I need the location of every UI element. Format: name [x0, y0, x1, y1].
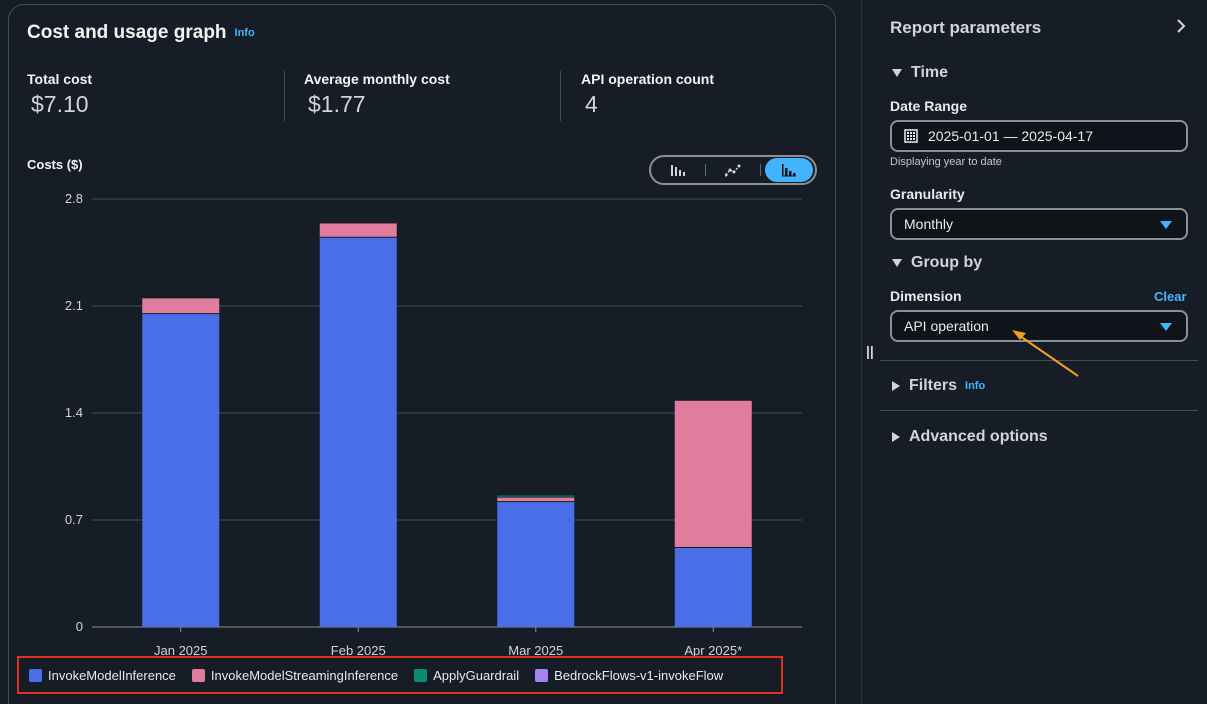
- line-chart-icon: [725, 164, 741, 177]
- x-tick-label: Feb 2025: [331, 643, 386, 658]
- bar-segment: [497, 501, 575, 627]
- stacked-bar-chart-button[interactable]: [765, 158, 813, 182]
- caret-right-icon: [892, 432, 900, 442]
- stat-label: Total cost: [27, 71, 93, 87]
- dropdown-arrow-icon: [1160, 323, 1172, 331]
- bar-segment: [497, 495, 575, 498]
- legend-item[interactable]: InvokeModelStreamingInference: [191, 667, 399, 683]
- date-range-label: Date Range: [890, 98, 968, 114]
- legend-label: InvokeModelInference: [48, 667, 176, 683]
- stat-total-cost: Total cost $7.10: [27, 71, 92, 118]
- dimension-select[interactable]: API operation: [890, 310, 1188, 342]
- stat-divider: [284, 71, 285, 121]
- advanced-options-toggle[interactable]: Advanced options: [892, 428, 1048, 446]
- date-range-picker[interactable]: 2025-01-01 — 2025-04-17: [890, 120, 1188, 152]
- panel-split-line: [861, 0, 862, 704]
- stat-value: $7.10: [31, 91, 89, 117]
- date-range-hint: Displaying year to date: [890, 156, 1002, 168]
- section-title: Advanced options: [909, 428, 1048, 445]
- bar-segment: [497, 497, 575, 502]
- chart-legend: InvokeModelInference InvokeModelStreamin…: [17, 656, 783, 694]
- filters-section-toggle[interactable]: Filters Info: [892, 377, 985, 395]
- section-title: Filters: [909, 377, 958, 394]
- section-divider: [880, 410, 1198, 411]
- bar-chart-button[interactable]: [651, 158, 705, 182]
- x-tick-label: Jan 2025: [154, 643, 208, 658]
- stat-average-monthly-cost: Average monthly cost $1.77: [304, 71, 450, 118]
- y-tick-label: 0: [76, 619, 83, 634]
- collapse-panel-icon: [1177, 19, 1186, 33]
- section-title: Time: [911, 64, 949, 81]
- date-range-value: 2025-01-01 — 2025-04-17: [928, 128, 1094, 144]
- legend-swatch: [29, 668, 42, 682]
- time-section-toggle[interactable]: Time: [892, 64, 948, 82]
- legend-label: InvokeModelStreamingInference: [210, 667, 399, 683]
- legend-swatch: [191, 668, 205, 682]
- bar-chart-icon: [671, 165, 685, 176]
- chart-type-toggle: [649, 155, 817, 185]
- bar-segment: [674, 400, 752, 548]
- legend-item[interactable]: InvokeModelInference: [29, 668, 176, 683]
- stat-api-operation-count: API operation count 4: [581, 71, 714, 118]
- y-axis-title: Costs ($): [27, 157, 83, 172]
- legend-label: BedrockFlows-v1-invokeFlow: [554, 667, 724, 683]
- x-tick-label: Apr 2025*: [684, 643, 742, 658]
- caret-right-icon: [892, 381, 900, 391]
- resize-handle[interactable]: ||: [866, 343, 874, 359]
- caret-down-icon: [892, 259, 902, 267]
- info-link[interactable]: Info: [234, 26, 255, 39]
- stat-label: Average monthly cost: [304, 71, 450, 87]
- report-parameters-title: Report parameters: [890, 18, 1042, 37]
- y-tick-label: 2.8: [65, 191, 83, 206]
- stat-label: API operation count: [581, 71, 714, 87]
- group-by-section-toggle[interactable]: Group by: [892, 254, 982, 272]
- stat-divider: [560, 71, 561, 121]
- legend-swatch: [535, 668, 549, 682]
- calendar-icon: [904, 129, 918, 143]
- legend-item[interactable]: ApplyGuardrail: [414, 668, 519, 683]
- y-tick-label: 2.1: [65, 298, 83, 313]
- panel-title-text: Cost and usage graph: [27, 22, 227, 43]
- bar-segment: [142, 313, 220, 627]
- line-chart-button[interactable]: [706, 158, 760, 182]
- x-tick-label: Mar 2025: [508, 643, 563, 658]
- bar-segment: [674, 547, 752, 627]
- y-tick-label: 1.4: [65, 405, 83, 420]
- dimension-label: Dimension: [890, 288, 962, 304]
- stacked-bar-chart: 0 0.7 1.4 2.1 2.8 Jan 2025 Feb 2025 Mar 2025 Apr…: [65, 191, 802, 658]
- chevron-right-icon[interactable]: [1175, 18, 1187, 39]
- bar-segment: [319, 223, 397, 238]
- stacked-bar-chart-icon: [782, 164, 796, 177]
- granularity-select[interactable]: Monthly: [890, 208, 1188, 240]
- dimension-value: API operation: [904, 318, 989, 334]
- caret-down-icon: [892, 69, 902, 77]
- y-tick-label: 0.7: [65, 512, 83, 527]
- clear-dimension-link[interactable]: Clear: [1154, 289, 1187, 304]
- stat-value: $1.77: [308, 91, 366, 117]
- granularity-value: Monthly: [904, 216, 954, 232]
- legend-swatch: [414, 668, 428, 682]
- toggle-separator: [760, 164, 761, 176]
- panel-title: Cost and usage graph Info: [27, 22, 255, 44]
- toggle-separator: [705, 164, 706, 176]
- stat-value: 4: [585, 91, 598, 117]
- filters-info-link[interactable]: Info: [965, 380, 986, 392]
- legend-label: ApplyGuardrail: [433, 667, 520, 683]
- section-title: Group by: [911, 254, 983, 271]
- dropdown-arrow-icon: [1160, 221, 1172, 229]
- legend-item[interactable]: BedrockFlows-v1-invokeFlow: [535, 668, 723, 683]
- section-divider: [880, 360, 1198, 361]
- granularity-label: Granularity: [890, 186, 965, 202]
- bar-segment: [142, 298, 220, 314]
- bar-segment: [319, 237, 397, 627]
